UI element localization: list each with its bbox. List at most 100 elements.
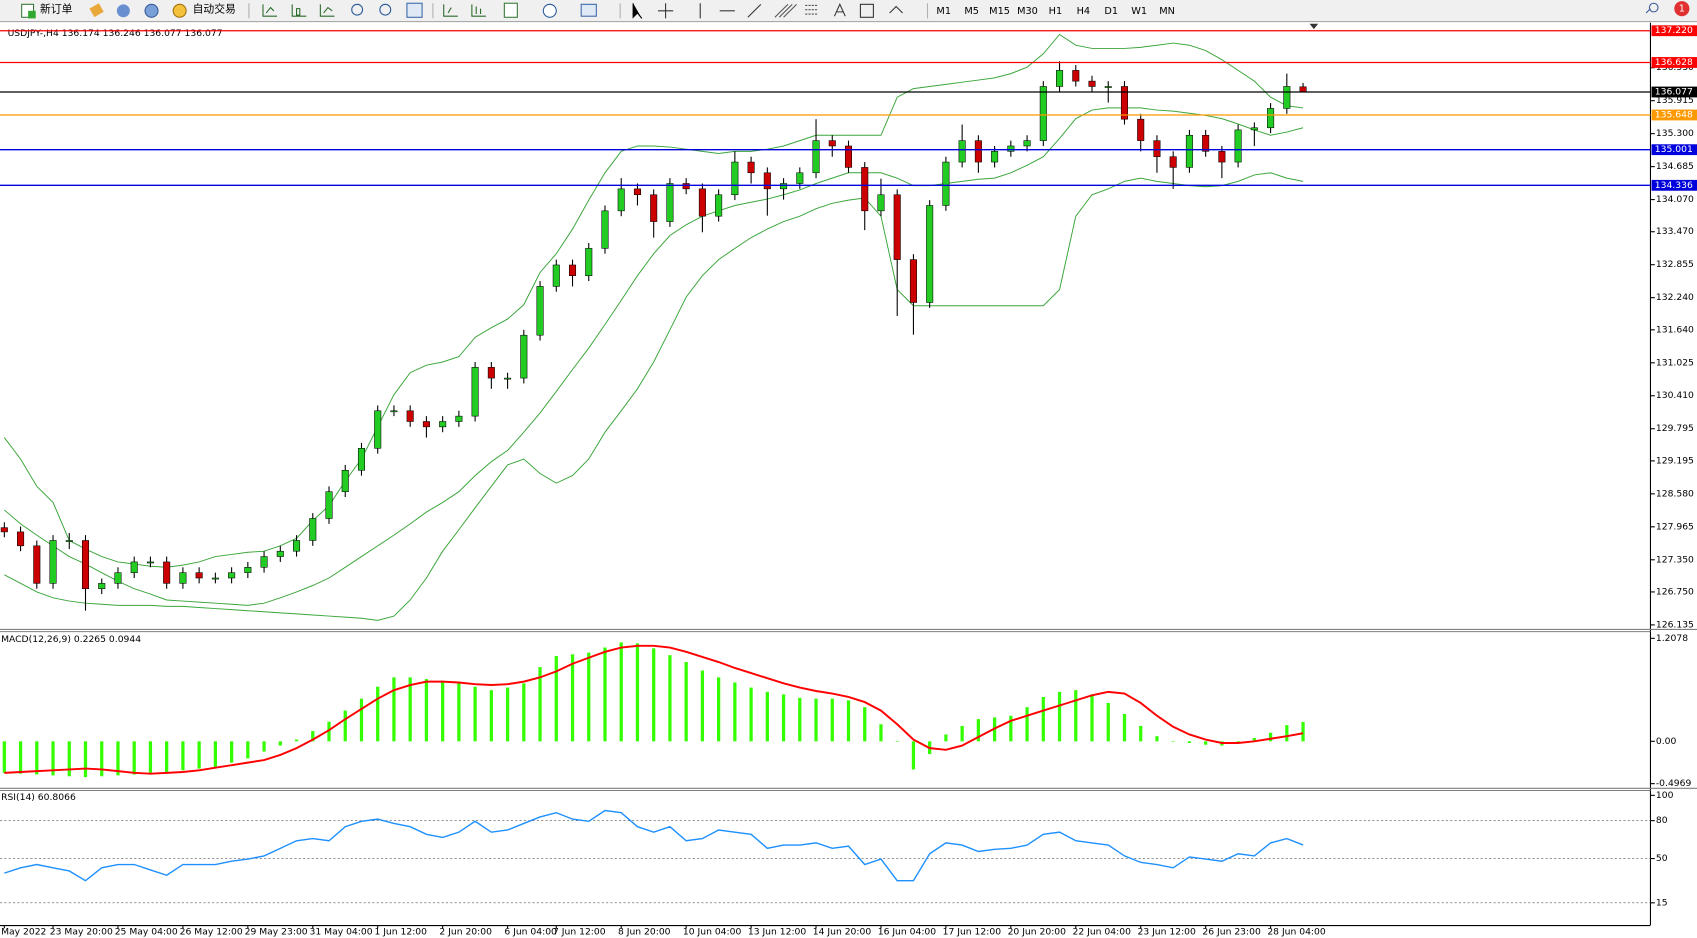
candle-body [715, 194, 723, 217]
candle-body [1267, 108, 1275, 129]
candle-body [909, 259, 917, 303]
x-tick-label: 26 May 12:00 [180, 927, 243, 938]
timeframe-button[interactable]: MN [1159, 6, 1175, 17]
new-order-plus [28, 10, 36, 19]
candle-body [260, 556, 268, 568]
candle-body [682, 183, 690, 190]
macd-bar [197, 741, 201, 769]
toolbar-icon[interactable] [319, 4, 335, 17]
candle-body [406, 410, 414, 422]
toolbar-icon[interactable] [291, 4, 307, 17]
candle-body [390, 410, 398, 413]
price-level-label: 135.648 [1655, 110, 1693, 121]
toolbar-icon[interactable] [471, 4, 486, 17]
y-tick-label: 50 [1656, 853, 1668, 864]
channel-tool[interactable] [774, 3, 797, 18]
x-tick-label: 17 Jun 12:00 [943, 927, 1002, 938]
macd-bar [457, 682, 461, 742]
macd-bar [2, 741, 6, 773]
timeframe-button[interactable]: M1 [936, 6, 951, 17]
macd-bar [863, 707, 867, 742]
macd-bar [798, 697, 802, 742]
macd-bar [1041, 696, 1045, 742]
x-tick-label: 28 Jun 04:00 [1267, 927, 1326, 938]
price-level-label: 136.077 [1655, 87, 1693, 98]
candle-body [195, 572, 203, 579]
macd-bar [1155, 736, 1159, 742]
crosshair-tool[interactable] [658, 3, 674, 19]
candle-body [276, 550, 284, 557]
candle-body [861, 167, 869, 212]
macd-bar [505, 687, 510, 742]
tile-windows[interactable] [406, 2, 423, 18]
macd-bar [781, 694, 786, 742]
zoom-out[interactable] [379, 3, 392, 16]
macd-bar [246, 741, 250, 759]
candle-body [211, 577, 219, 580]
macd-bar [1025, 707, 1029, 742]
y-tick-label: 129.795 [1656, 423, 1694, 434]
zoom-in[interactable] [351, 3, 364, 16]
y-tick-label: 134.070 [1656, 194, 1694, 205]
y-tick-label: 100 [1656, 790, 1674, 801]
search-icon[interactable] [1645, 2, 1659, 14]
arrows-menu[interactable] [889, 5, 903, 14]
new-order-button[interactable]: 新订单 [21, 2, 73, 19]
candle-body [569, 264, 577, 276]
cursor-tool[interactable] [632, 3, 643, 19]
macd-bar [181, 741, 185, 771]
candle-body [33, 545, 41, 584]
y-tick-label: 15 [1656, 897, 1668, 908]
candle-body [422, 421, 430, 428]
x-tick-label: May 2022 [1, 927, 46, 938]
macd-bar [473, 686, 477, 742]
timeframe-button[interactable]: D1 [1104, 6, 1118, 17]
toolbar-icon[interactable] [443, 4, 458, 17]
candle-body [828, 140, 836, 147]
candle-body [1169, 156, 1177, 168]
toolbar-icon[interactable] [116, 4, 130, 18]
macd-bar [1187, 741, 1192, 744]
text-tool[interactable] [833, 3, 846, 17]
toolbar-icon[interactable] [262, 4, 278, 17]
y-tick-label: 131.640 [1656, 324, 1694, 335]
toolbar-icon[interactable] [89, 3, 104, 18]
timeframe-button[interactable]: W1 [1131, 6, 1147, 17]
macd-bar [262, 741, 266, 752]
macd-bar [717, 677, 721, 742]
alert-badge[interactable] [1674, 1, 1690, 17]
candle-body [1072, 70, 1080, 82]
macd-bar [684, 662, 688, 742]
periods-menu[interactable] [542, 3, 557, 18]
indicators-menu[interactable] [503, 2, 518, 18]
candle-body [1234, 129, 1242, 163]
y-tick-label: 127.350 [1656, 554, 1694, 565]
candle-body [666, 183, 674, 222]
candle-body [942, 161, 950, 206]
timeframe-button[interactable]: H4 [1077, 6, 1091, 17]
x-tick-label: 7 Jun 12:00 [553, 927, 606, 938]
candle-body [504, 377, 512, 380]
y-tick-label: 0.00 [1656, 736, 1677, 747]
auto-trading-button[interactable]: 自动交易 [172, 2, 236, 18]
timeframe-button[interactable]: M30 [1017, 6, 1038, 17]
new-order-label: 新订单 [40, 2, 73, 16]
macd-bar [343, 710, 347, 742]
timeframe-button[interactable]: M5 [964, 6, 979, 17]
label-tool[interactable] [859, 3, 874, 18]
candle-body [98, 583, 106, 589]
trendline-tool[interactable] [747, 3, 762, 18]
macd-bar [652, 648, 656, 742]
macd-bar [554, 656, 558, 742]
y-tick-label: 80 [1656, 815, 1668, 826]
timeframe-button[interactable]: M15 [989, 6, 1010, 17]
fibo-tool[interactable] [805, 4, 819, 15]
toolbar-icon[interactable] [144, 3, 159, 18]
candle-body [374, 410, 382, 449]
macd-bar [376, 686, 380, 742]
price-level-label: 137.220 [1655, 25, 1693, 36]
timeframe-button[interactable]: H1 [1049, 6, 1063, 17]
macd-bar [830, 698, 834, 742]
templates-menu[interactable] [580, 3, 597, 17]
